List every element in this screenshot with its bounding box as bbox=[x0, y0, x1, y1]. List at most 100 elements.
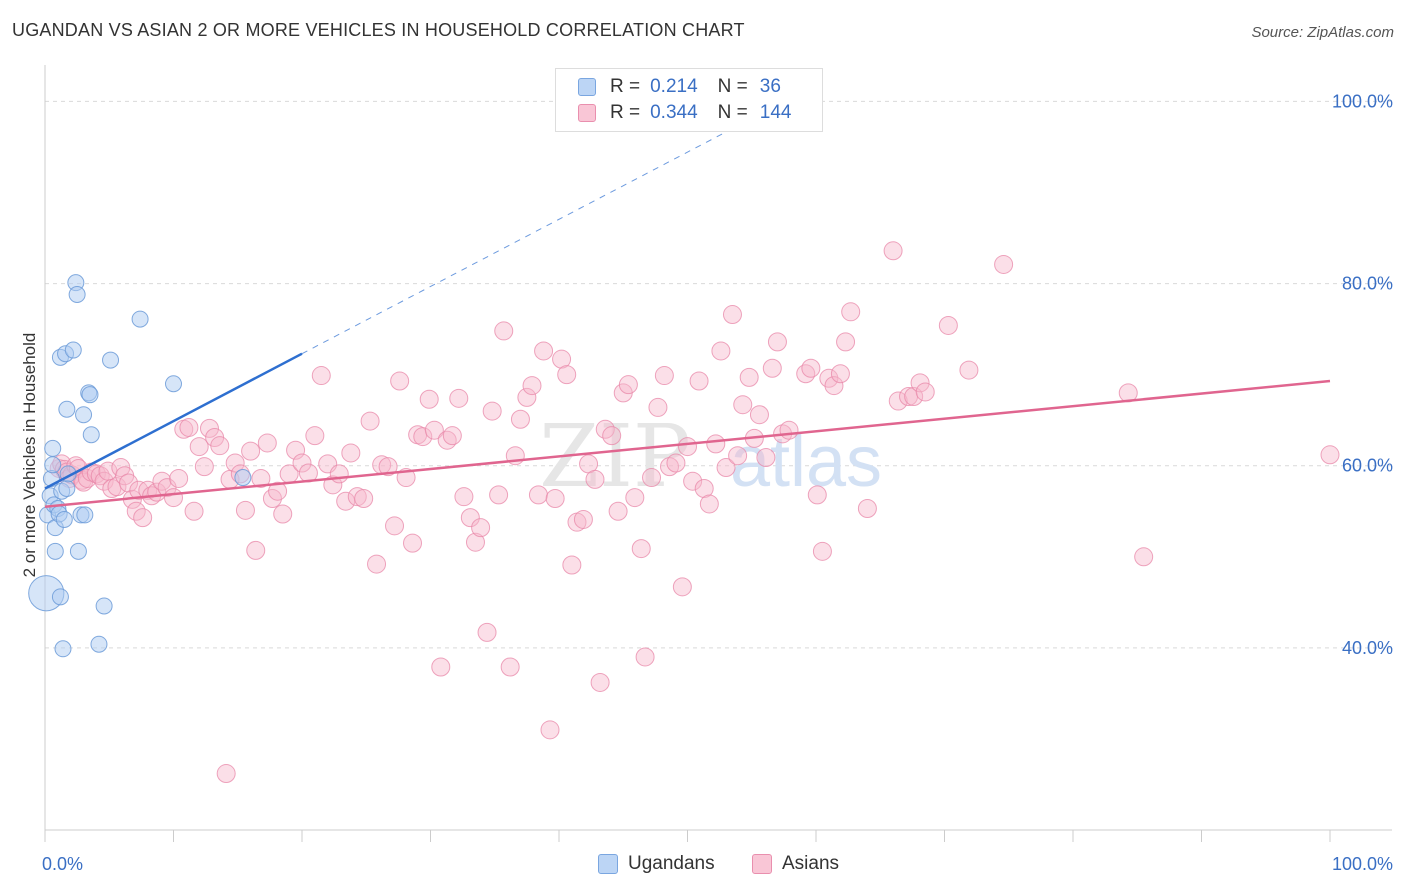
asians-point-42 bbox=[225, 453, 245, 473]
ugandans-swatch bbox=[578, 78, 596, 96]
ugandans-point-17 bbox=[58, 479, 76, 497]
asians-point-154 bbox=[915, 382, 935, 402]
asians-point-136 bbox=[767, 332, 787, 352]
r-label: R = bbox=[610, 76, 641, 97]
asians-point-40 bbox=[216, 764, 236, 784]
asians-point-89 bbox=[500, 657, 520, 677]
asians-point-131 bbox=[739, 367, 759, 387]
asians-point-84 bbox=[471, 518, 491, 538]
ugandans-point-31 bbox=[95, 597, 113, 615]
asians-point-118 bbox=[666, 453, 686, 473]
asians-point-155 bbox=[938, 315, 958, 335]
asians-trend-line bbox=[44, 379, 1331, 508]
asians-point-63 bbox=[347, 487, 367, 507]
asians-point-54 bbox=[292, 453, 312, 473]
asians-legend-swatch bbox=[752, 854, 772, 874]
ugandans-point-26 bbox=[76, 506, 94, 524]
asians-point-115 bbox=[648, 397, 668, 417]
asians-point-36 bbox=[194, 457, 214, 477]
asians-point-105 bbox=[590, 672, 610, 692]
asians-point-94 bbox=[528, 485, 548, 505]
asians-point-138 bbox=[779, 420, 799, 440]
asians-point-156 bbox=[959, 360, 979, 380]
asians-point-107 bbox=[602, 426, 622, 446]
asians-point-82 bbox=[460, 508, 480, 528]
asians-point-113 bbox=[635, 647, 655, 667]
asians-point-65 bbox=[360, 411, 380, 431]
asians-point-60 bbox=[329, 464, 349, 484]
asians-point-59 bbox=[323, 475, 343, 495]
asians-point-86 bbox=[482, 401, 502, 421]
source-label: Source: ZipAtlas.com bbox=[1251, 24, 1394, 41]
asians-point-120 bbox=[678, 437, 697, 457]
y-tick-label-60: 60.0% bbox=[1342, 456, 1393, 476]
ugandans-point-23 bbox=[69, 542, 87, 560]
asians-point-62 bbox=[341, 443, 361, 463]
asians-point-28 bbox=[152, 471, 172, 491]
asians-point-92 bbox=[517, 387, 537, 407]
ugandans-legend-label: Ugandans bbox=[628, 853, 715, 874]
asians-point-69 bbox=[385, 516, 405, 536]
ugandans-trend-extension bbox=[301, 91, 803, 355]
ugandans-point-29 bbox=[82, 426, 100, 444]
asians-point-147 bbox=[841, 302, 861, 322]
asians-point-116 bbox=[654, 366, 674, 386]
asians-point-85 bbox=[477, 622, 497, 642]
asians-point-99 bbox=[557, 365, 577, 385]
ugandans-trend-line bbox=[44, 352, 303, 490]
asians-point-100 bbox=[562, 555, 582, 575]
asians-point-57 bbox=[311, 366, 331, 386]
asians-swatch bbox=[578, 104, 596, 122]
asians-point-140 bbox=[801, 358, 821, 378]
asians-point-124 bbox=[699, 494, 719, 514]
ugandans-point-32 bbox=[102, 351, 120, 369]
ugandans-point-12 bbox=[51, 588, 69, 606]
ugandans-point-20 bbox=[64, 341, 82, 359]
r-label: R = bbox=[610, 102, 641, 123]
n-label: N = bbox=[717, 102, 748, 123]
asians-point-130 bbox=[733, 395, 753, 415]
asians-point-81 bbox=[454, 487, 474, 507]
y-axis-label: 2 or more Vehicles in Household bbox=[20, 332, 39, 578]
ugandans-point-14 bbox=[54, 640, 72, 658]
asians-point-121 bbox=[683, 471, 703, 491]
chart-title: UGANDAN VS ASIAN 2 OR MORE VEHICLES IN H… bbox=[12, 20, 745, 40]
asians-point-159 bbox=[1134, 547, 1154, 567]
asians-point-46 bbox=[246, 540, 266, 560]
asians-point-20 bbox=[119, 473, 139, 493]
asians-point-76 bbox=[424, 420, 444, 440]
asians-point-64 bbox=[354, 489, 374, 508]
y-tick-label-80: 80.0% bbox=[1342, 274, 1393, 294]
grid-lines bbox=[45, 100, 1392, 649]
asians-point-91 bbox=[510, 409, 530, 429]
asians-point-123 bbox=[694, 478, 714, 498]
asians-point-110 bbox=[618, 375, 638, 395]
asians-point-144 bbox=[824, 376, 844, 396]
ugandans-point-15 bbox=[55, 510, 73, 528]
asians-point-31 bbox=[169, 468, 189, 488]
asians-point-50 bbox=[268, 481, 288, 501]
asians-point-70 bbox=[390, 371, 410, 391]
asians-point-117 bbox=[660, 457, 680, 477]
x-tick-label-100: 100.0% bbox=[1332, 854, 1393, 874]
asians-point-51 bbox=[273, 504, 293, 524]
asians-point-35 bbox=[189, 437, 209, 457]
legend-row-asians: R = 0.344 N = 144 bbox=[578, 101, 791, 125]
ugandans-point-30 bbox=[90, 635, 108, 653]
asians-point-66 bbox=[367, 554, 387, 574]
asians-point-17 bbox=[107, 477, 127, 497]
asians-point-108 bbox=[608, 501, 628, 521]
ugandans-point-35 bbox=[234, 469, 252, 487]
asians-point-146 bbox=[836, 332, 856, 352]
asians-point-135 bbox=[762, 358, 782, 378]
asians-point-148 bbox=[857, 499, 877, 519]
asians-point-160 bbox=[1320, 445, 1340, 465]
ugandans-point-34 bbox=[165, 375, 182, 393]
asians-point-102 bbox=[573, 509, 593, 529]
asians-point-77 bbox=[431, 657, 451, 677]
ugandans-point-5 bbox=[44, 439, 62, 457]
asians-point-150 bbox=[888, 391, 908, 411]
asians-point-79 bbox=[442, 426, 462, 446]
n-label: N = bbox=[717, 76, 748, 97]
asians-point-112 bbox=[631, 539, 651, 559]
